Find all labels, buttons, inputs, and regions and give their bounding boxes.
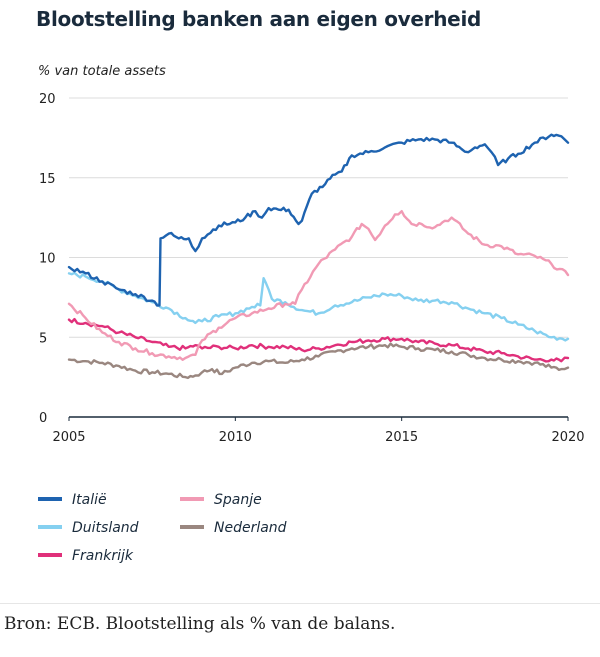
legend-label-duitsland: Duitsland (72, 520, 139, 536)
source-caption: Bron: ECB. Blootstelling als % van de ba… (4, 614, 396, 634)
series-line-frankrijk (67, 317, 570, 363)
y-tick-label: 0 (39, 411, 47, 426)
y-axis-label: % van totale assets (38, 64, 166, 79)
series-line-duitsland (67, 271, 570, 342)
legend-label-spanje: Spanje (214, 492, 262, 508)
legend: Italië Duitsland Frankrijk Spanje Nederland (38, 492, 287, 564)
chart-title: Blootstelling banken aan eigen overheid (36, 7, 482, 31)
series-line-italie (67, 133, 570, 307)
series-line-nederland (67, 342, 570, 380)
x-tick-label: 2005 (52, 430, 85, 445)
caption-divider (0, 603, 600, 604)
x-tick-label: 2010 (219, 430, 252, 445)
y-tick-label: 10 (39, 252, 56, 267)
y-tick-label: 15 (39, 172, 56, 187)
x-tick-labels: 2005 2010 2015 2020 (52, 417, 585, 445)
gridlines (69, 97, 568, 338)
series-lines (67, 133, 570, 380)
legend-label-nederland: Nederland (214, 520, 287, 536)
x-tick-label: 2015 (385, 430, 418, 445)
legend-label-frankrijk: Frankrijk (72, 548, 134, 564)
y-tick-label: 5 (39, 331, 47, 346)
chart: % van totale assets 0 5 10 15 20 2005 2010 201… (38, 64, 585, 564)
series-line-spanje (67, 210, 570, 361)
x-tick-label: 2020 (551, 430, 584, 445)
y-tick-labels: 0 5 10 15 20 (39, 92, 56, 426)
chart-panel (0, 0, 600, 603)
legend-label-italie: Italië (72, 492, 107, 508)
y-tick-label: 20 (39, 92, 56, 107)
